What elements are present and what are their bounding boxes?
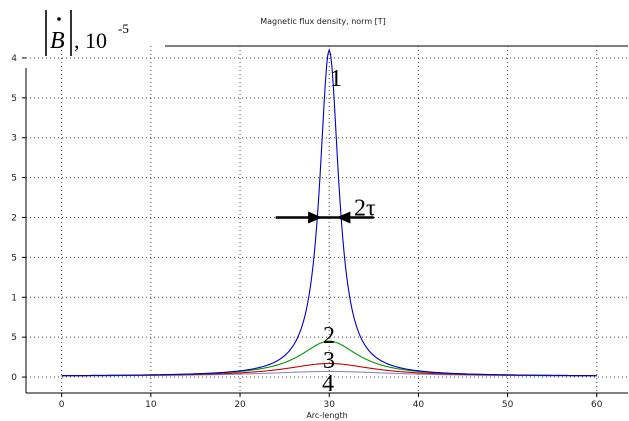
annotation-arrow-right — [308, 211, 323, 224]
y-axis-label: B , 10 -5 — [45, 10, 129, 56]
series-lines — [61, 48, 597, 377]
y-tick-label: 0 — [11, 373, 17, 383]
x-tick-label: 30 — [324, 400, 336, 410]
series-4-label: 4 — [322, 371, 334, 397]
y-tick-label: 5 — [11, 174, 17, 184]
series-1-label: 1 — [330, 66, 342, 92]
y-tick-label: 5 — [11, 333, 17, 343]
y-axis-exponent: -5 — [118, 21, 129, 36]
chart-title: Magnetic flux density, norm [T] — [260, 17, 386, 26]
y-axis-unit: , 10 — [74, 28, 107, 53]
annotation-label: 2τ — [354, 196, 376, 222]
series-labels: 1 234 — [322, 66, 342, 397]
x-tick-label: 40 — [413, 400, 425, 410]
y-tick-label: 2 — [11, 214, 17, 224]
x-tick-label: 50 — [502, 400, 514, 410]
series-1-line — [61, 48, 597, 377]
x-tick-label: 20 — [234, 400, 246, 410]
y-tick-label: 1 — [11, 293, 17, 303]
series-2-label: 2 — [323, 323, 335, 349]
series-3-label: 3 — [323, 348, 335, 374]
ticks: 0 10 20 30 40 50 60 0 5 1 5 2 5 3 5 4 — [11, 54, 603, 410]
x-axis-label: Arc-length — [306, 411, 347, 420]
y-tick-label: 5 — [11, 253, 17, 263]
annotation-arrow-left — [336, 211, 351, 224]
y-tick-label: 3 — [11, 134, 17, 144]
width-annotation: 2τ — [275, 196, 376, 224]
x-tick-label: 60 — [591, 400, 603, 410]
derivative-dot — [57, 17, 61, 21]
y-axis-symbol: B — [50, 28, 65, 54]
y-tick-label: 5 — [11, 94, 17, 104]
x-tick-label: 10 — [145, 400, 157, 410]
x-tick-label: 0 — [59, 400, 65, 410]
y-tick-label: 4 — [11, 54, 17, 64]
